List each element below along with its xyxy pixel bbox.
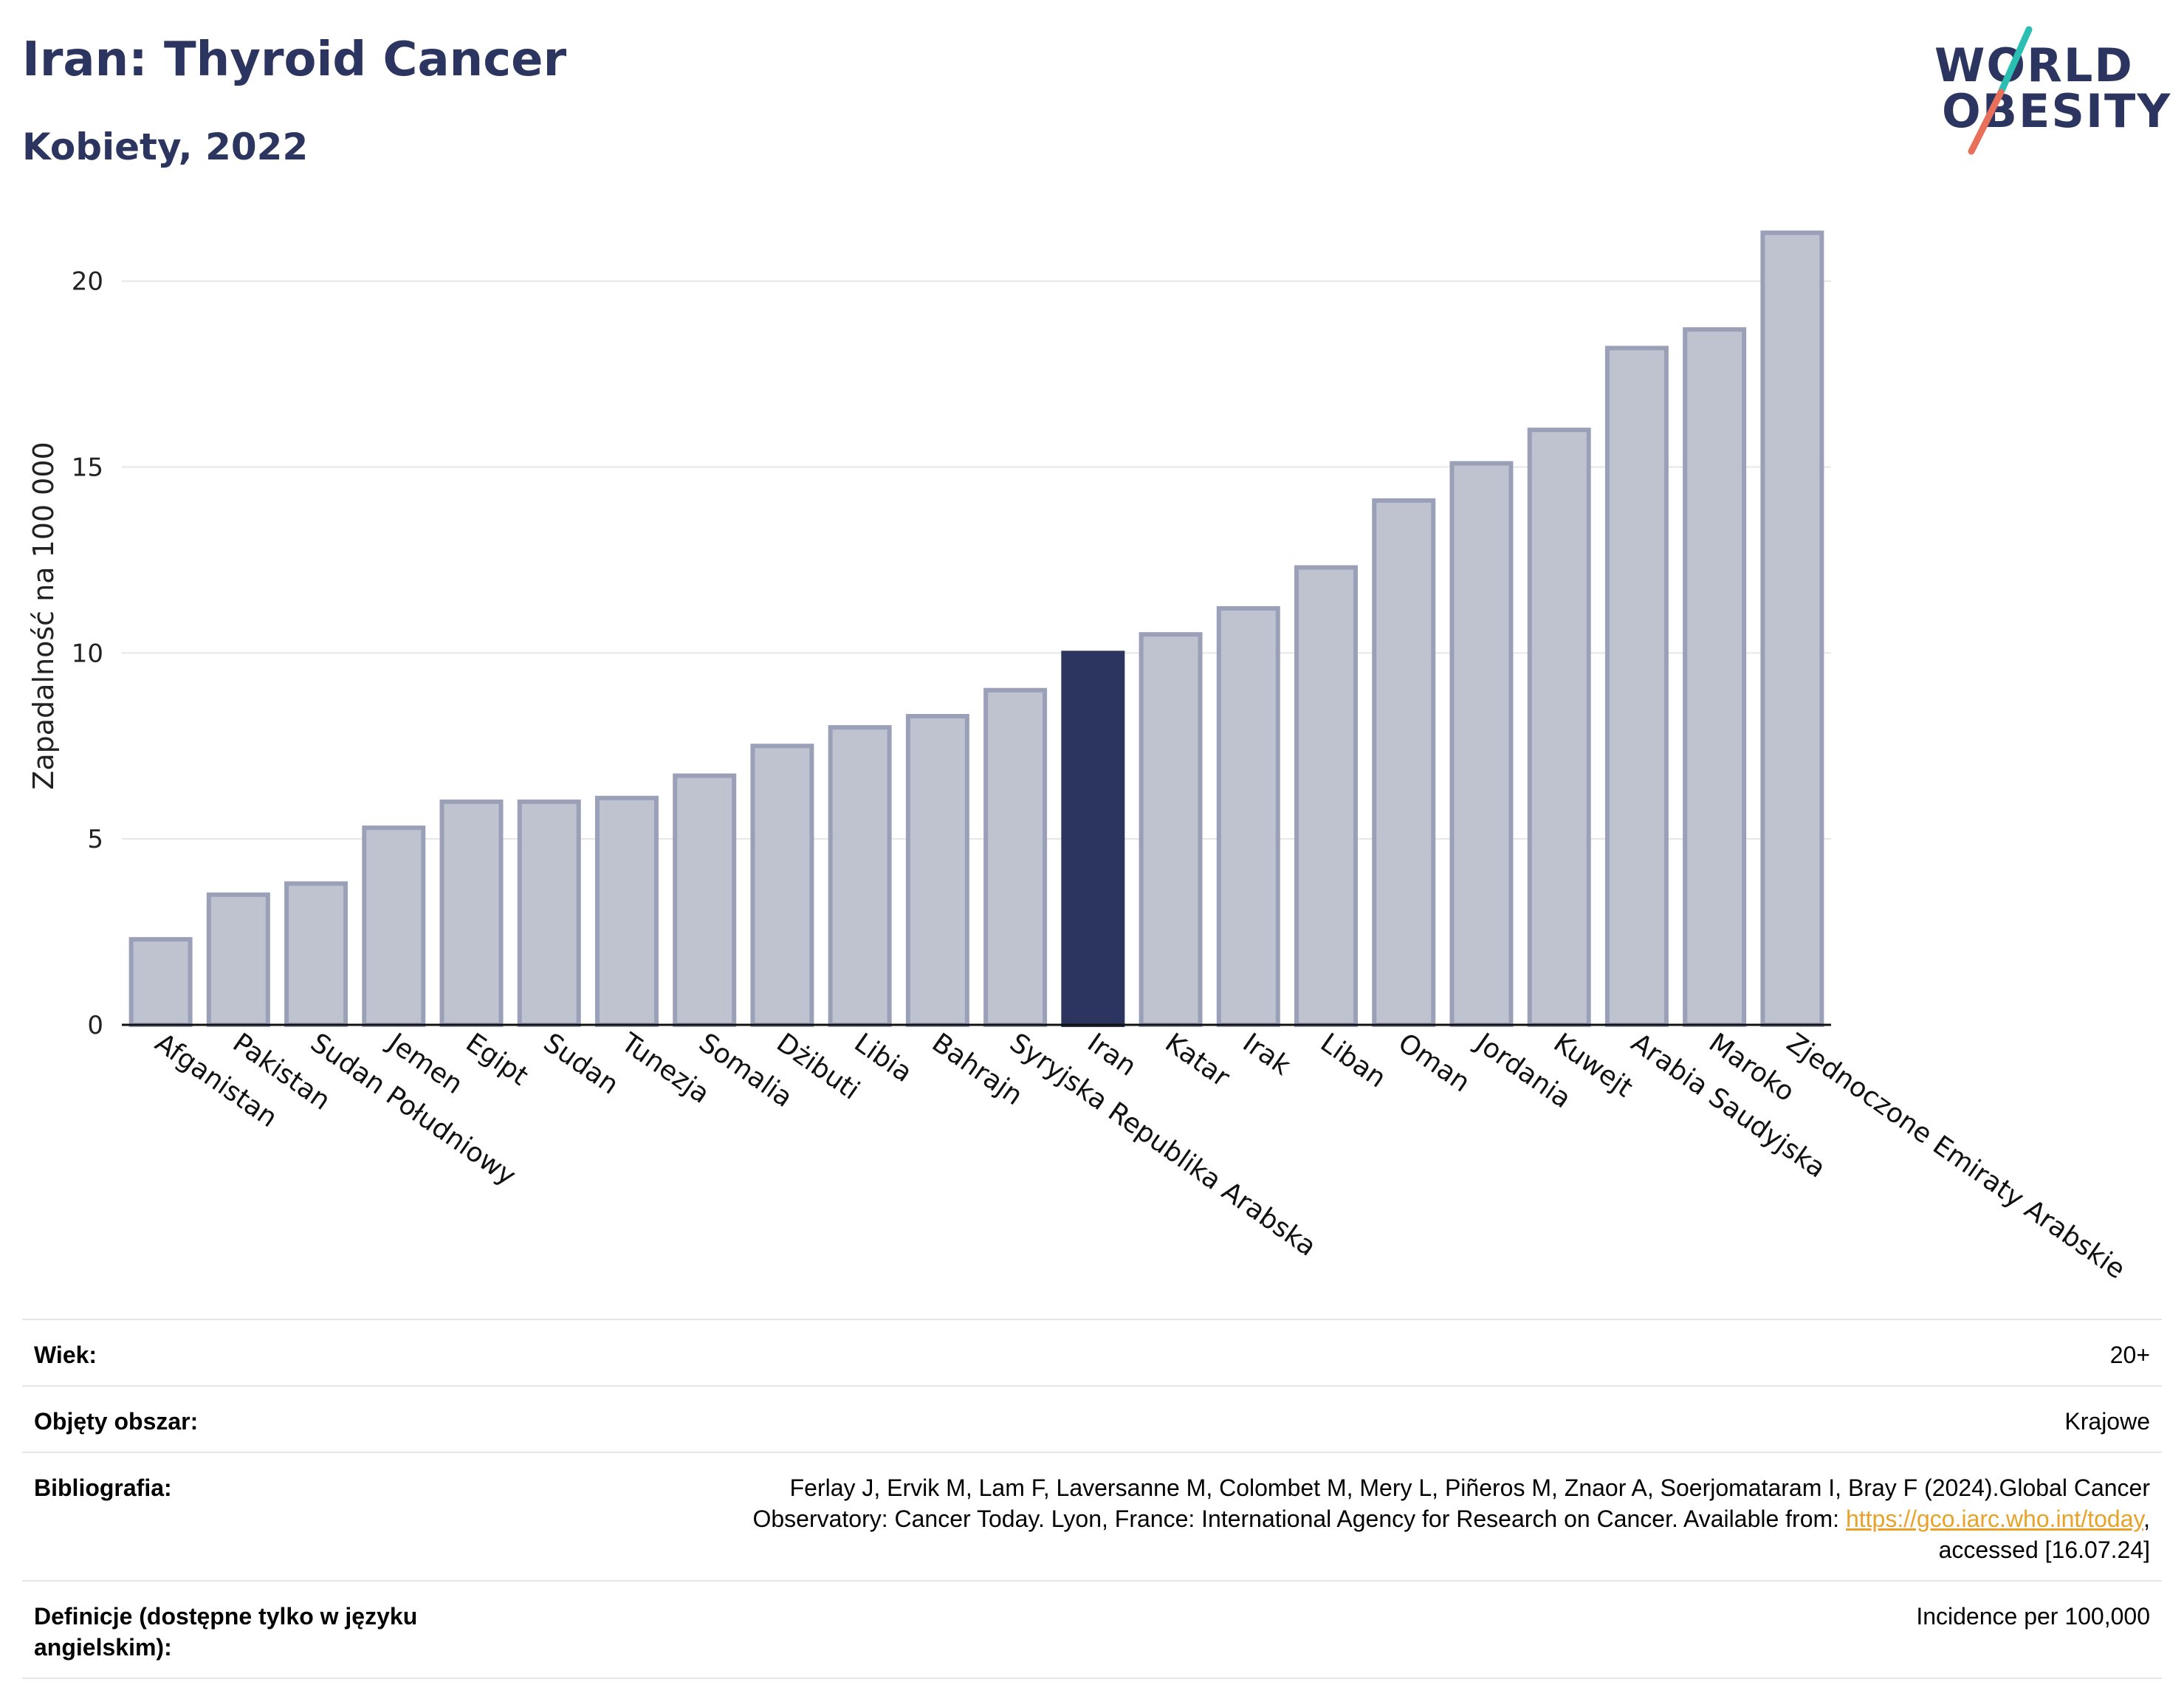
x-tick-label: Irak: [1237, 1028, 1297, 1082]
x-tick-label: Oman: [1393, 1028, 1475, 1099]
bar: [594, 795, 659, 1027]
meta-label: Bibliografia:: [34, 1474, 172, 1501]
meta-value: Incidence per 100,000: [1916, 1603, 2150, 1630]
logo-line1: WORLD: [1934, 38, 2134, 92]
bar: [439, 799, 504, 1027]
y-tick-label: 0: [87, 1011, 103, 1040]
source-link[interactable]: https://gco.iarc.who.int/today: [1845, 1506, 2144, 1532]
page-title: Iran: Thyroid Cancer: [22, 32, 567, 87]
bar: [206, 892, 270, 1028]
meta-row-bibliography: Bibliografia: Ferlay J, Ervik M, Lam F, …: [22, 1452, 2162, 1580]
bar: [517, 799, 581, 1027]
bar: [750, 744, 814, 1027]
metadata-table: Wiek: 20+ Objęty obszar: Krajowe Bibliog…: [22, 1319, 2162, 1679]
meta-row-coverage: Objęty obszar: Krajowe: [22, 1385, 2162, 1452]
x-tick-label: Iran: [1082, 1028, 1141, 1082]
meta-row-definitions: Definicje (dostępne tylko w języku angie…: [22, 1580, 2162, 1679]
bar: [1372, 498, 1436, 1027]
bar: [128, 937, 193, 1028]
x-tick-label: Liban: [1315, 1028, 1392, 1094]
meta-value: 20+: [2109, 1342, 2150, 1368]
x-tick-label: Tunezja: [615, 1027, 715, 1110]
bibliography-line2-text: Observatory: Cancer Today. Lyon, France:…: [752, 1506, 1846, 1532]
x-tick-label: Zjednoczone Emiraty Arabskie: [1781, 1028, 2130, 1285]
meta-label: Wiek:: [34, 1342, 97, 1368]
x-tick-label: Sudan: [538, 1028, 624, 1101]
meta-value: Ferlay J, Ervik M, Lam F, Laversanne M, …: [492, 1472, 2150, 1565]
meta-label: Definicje (dostępne tylko w języku angie…: [34, 1603, 418, 1661]
bibliography-line2: Observatory: Cancer Today. Lyon, France:…: [492, 1503, 2150, 1534]
bibliography-line2-end: ,: [2143, 1506, 2150, 1532]
y-tick-label: 10: [72, 639, 103, 668]
bar: [1527, 428, 1591, 1027]
bar: [362, 825, 426, 1028]
bar: [1449, 461, 1514, 1027]
bar: [284, 881, 348, 1027]
bar: [1139, 632, 1203, 1027]
bar: [1061, 650, 1125, 1027]
bar: [1683, 327, 1747, 1027]
page-subtitle: Kobiety, 2022: [22, 126, 309, 168]
y-tick-label: 20: [72, 267, 103, 297]
bar: [1294, 565, 1359, 1027]
meta-label: Objęty obszar:: [34, 1408, 199, 1435]
x-tick-label: Katar: [1159, 1028, 1234, 1094]
meta-row-age: Wiek: 20+: [22, 1319, 2162, 1385]
y-tick-label: 5: [87, 825, 103, 854]
bibliography-line3: accessed [16.07.24]: [1938, 1537, 2150, 1563]
bar: [828, 725, 892, 1027]
bar: [983, 687, 1048, 1028]
bar: [1216, 605, 1280, 1027]
y-axis-label: Zapadalność na 100 000: [27, 442, 60, 789]
bibliography-line1: Ferlay J, Ervik M, Lam F, Laversanne M, …: [789, 1474, 2150, 1501]
bar: [905, 713, 969, 1027]
y-tick-label: 15: [72, 453, 103, 483]
world-obesity-logo[interactable]: WORLD OBESITY: [1920, 22, 2171, 155]
meta-value: Krajowe: [2064, 1408, 2150, 1435]
x-tick-label: Egipt: [460, 1028, 533, 1092]
logo-slash-icon: [1968, 26, 2033, 155]
bar: [1604, 346, 1669, 1027]
bar: [673, 773, 737, 1028]
bar: [1760, 230, 1824, 1028]
